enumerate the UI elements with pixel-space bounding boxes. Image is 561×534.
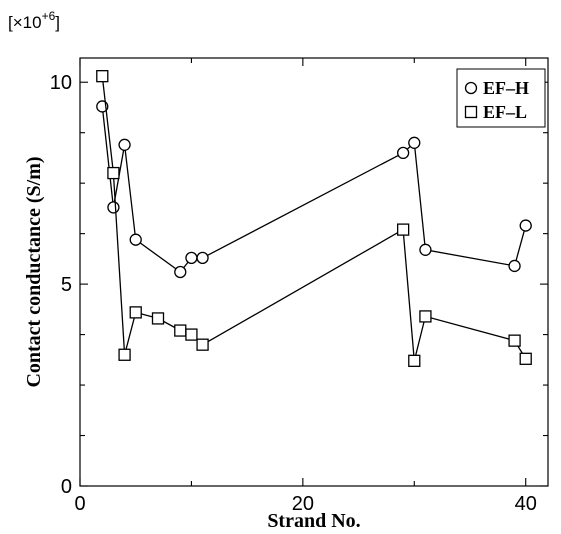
y-scale-prefix: [×10	[8, 13, 42, 32]
x-axis-title: Strand No.	[267, 510, 360, 532]
data-point-square	[419, 310, 432, 323]
data-point-circle	[519, 219, 532, 232]
data-point-square	[118, 348, 131, 361]
data-point-circle	[174, 265, 187, 279]
ticks: 0 20 40 0 5 10	[50, 58, 548, 515]
y-tick-label: 10	[50, 72, 72, 94]
axes	[79, 57, 549, 487]
data-point-square	[196, 338, 209, 351]
data-point-circle	[508, 259, 521, 273]
data-point-circle	[196, 251, 209, 265]
legend: EF–H EF–L	[456, 68, 546, 128]
x-tick-label: 0	[74, 493, 85, 515]
data-point-square	[107, 166, 120, 180]
data-point-circle	[408, 136, 421, 149]
y-axis-title: Contact conductance (S/m)	[23, 156, 45, 387]
x-tick-label: 20	[292, 493, 314, 515]
legend-marker-circle	[464, 81, 478, 95]
legend-marker-square	[464, 105, 478, 119]
data-point-circle	[419, 243, 432, 256]
data-point-square	[519, 352, 532, 365]
y-scale-suffix: ]	[55, 13, 60, 32]
data-point-square	[96, 70, 109, 83]
series-line-1	[101, 106, 527, 273]
data-point-circle	[118, 138, 131, 151]
data-point-square	[408, 354, 421, 367]
legend-label: EF–L	[483, 102, 527, 122]
x-tick-label: 40	[515, 493, 537, 515]
y-tick-label: 0	[61, 476, 72, 498]
data-point-square	[174, 324, 187, 337]
data-point-circle	[129, 233, 142, 246]
data-point-square	[396, 223, 410, 236]
labels: [×10+6] Strand No. Contact conductance (…	[8, 9, 361, 532]
legend-label: EF–H	[483, 78, 529, 98]
plot-frame	[79, 57, 549, 487]
data-point-square	[508, 334, 521, 347]
data-point-circle	[396, 146, 410, 160]
data-point-square	[129, 306, 142, 319]
y-scale-factor-label: [×10+6]	[8, 9, 60, 32]
data-point-square	[151, 312, 165, 325]
data-point-circle	[185, 251, 198, 265]
y-tick-label: 5	[61, 274, 72, 296]
data-point-square	[185, 328, 198, 341]
data-point-circle	[107, 201, 120, 214]
y-scale-exponent: +6	[42, 9, 56, 23]
series	[96, 70, 532, 367]
